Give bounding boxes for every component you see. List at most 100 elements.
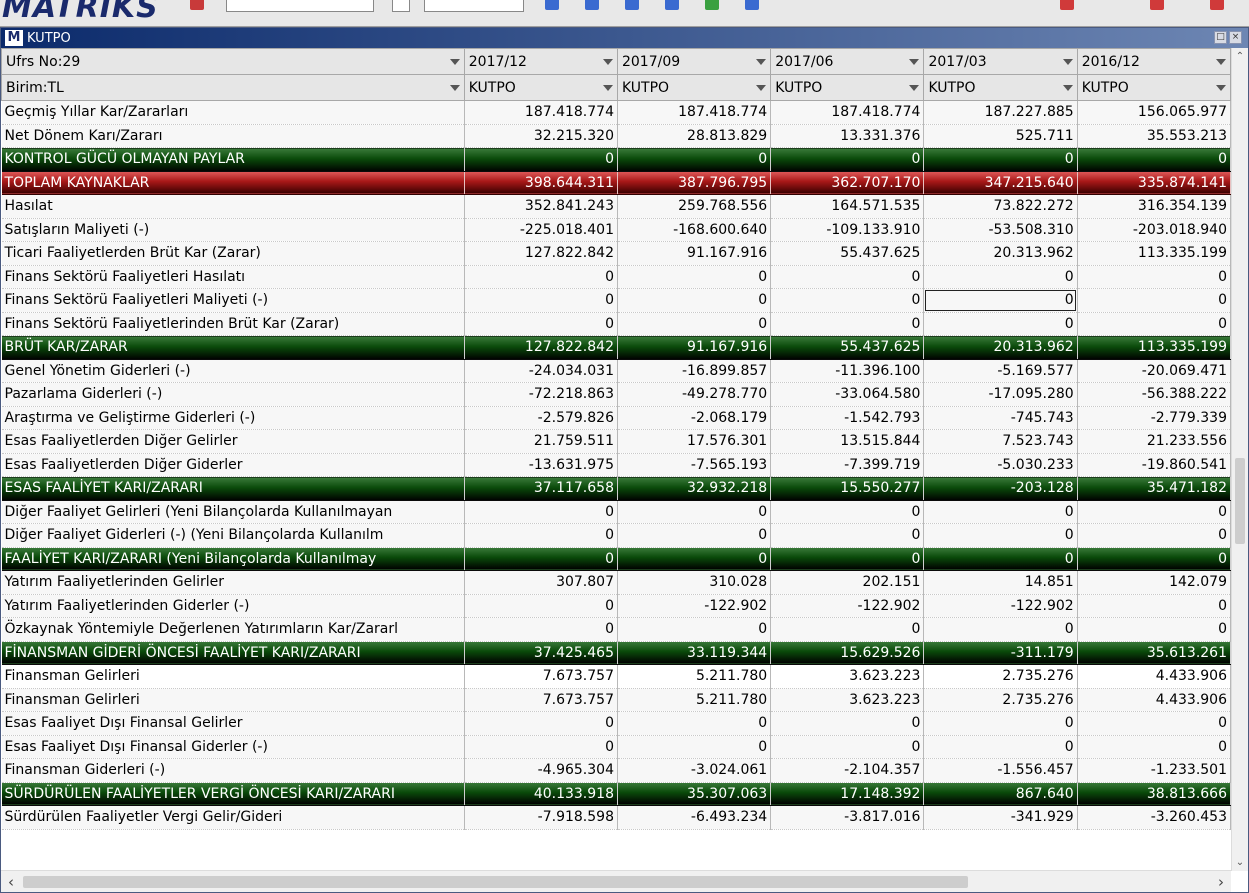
table-row[interactable]: Yatırım Faaliyetlerinden Gelirler 307.807… — [1, 570, 1231, 595]
table-row[interactable]: Esas Faaliyetlerden Diğer Giderler -13.63… — [1, 453, 1231, 477]
value-cell[interactable]: 37.425.465 — [464, 641, 618, 665]
value-cell[interactable]: 0 — [1077, 711, 1231, 736]
vertical-scroll-thumb[interactable] — [1235, 458, 1245, 544]
value-cell[interactable]: 113.335.199 — [1077, 335, 1231, 360]
value-cell[interactable]: 0 — [1077, 312, 1231, 336]
symbol-selector[interactable]: KUTPO — [1076, 74, 1231, 101]
table-row[interactable]: Satışların Maliyeti (-) -225.018.401 -168.… — [1, 218, 1231, 242]
value-cell[interactable]: 0 — [1077, 523, 1231, 548]
value-cell[interactable]: 335.874.141 — [1077, 171, 1231, 195]
value-cell[interactable]: 0 — [1077, 735, 1231, 759]
value-cell[interactable]: 0 — [1077, 594, 1231, 618]
value-cell[interactable]: 0 — [770, 312, 925, 336]
value-cell[interactable]: -49.278.770 — [617, 382, 772, 407]
toolbar-icon[interactable] — [545, 0, 559, 10]
value-cell[interactable]: -5.030.233 — [923, 453, 1078, 477]
value-cell[interactable]: 156.065.977 — [1077, 100, 1231, 125]
period-selector[interactable]: 2017/06 — [770, 48, 925, 75]
value-cell[interactable]: 0 — [1077, 147, 1231, 172]
value-cell[interactable]: 28.813.829 — [617, 124, 772, 148]
value-cell[interactable]: 0 — [464, 617, 618, 642]
ufrs-selector[interactable]: Ufrs No:29 — [1, 48, 465, 75]
chevron-down-icon[interactable] — [602, 58, 613, 65]
value-cell[interactable]: 0 — [464, 147, 618, 172]
value-cell[interactable]: -168.600.640 — [617, 218, 772, 242]
toolbar-icon[interactable] — [190, 0, 204, 10]
chevron-down-icon[interactable] — [602, 84, 613, 91]
value-cell[interactable]: 164.571.535 — [770, 194, 925, 219]
value-cell[interactable]: 0 — [464, 500, 618, 524]
symbol-selector[interactable]: KUTPO — [463, 74, 618, 101]
value-cell[interactable]: 21.233.556 — [1077, 429, 1231, 454]
table-row[interactable]: Net Dönem Karı/Zararı 32.215.320 28.813.82… — [1, 124, 1231, 148]
table-row[interactable]: Finansman Gelirleri 7.673.757 5.211.780 3.6… — [1, 664, 1231, 689]
value-cell[interactable]: 187.227.885 — [923, 100, 1078, 125]
value-cell[interactable]: 33.119.344 — [617, 641, 772, 665]
value-cell[interactable]: -20.069.471 — [1077, 359, 1231, 383]
value-cell[interactable]: 0 — [464, 547, 618, 571]
value-cell[interactable]: 0 — [617, 312, 772, 336]
table-row[interactable]: Diğer Faaliyet Gelirleri (Yeni Bilançola… — [1, 500, 1231, 524]
value-cell[interactable]: 187.418.774 — [464, 100, 618, 125]
table-row[interactable]: TOPLAM KAYNAKLAR 398.644.311 387.796.795 36… — [1, 171, 1231, 195]
chevron-down-icon[interactable] — [909, 58, 920, 65]
period-selector[interactable]: 2017/03 — [923, 48, 1078, 75]
value-cell[interactable]: 4.433.906 — [1077, 688, 1231, 712]
symbol-selector[interactable]: KUTPO — [616, 74, 772, 101]
chevron-down-icon[interactable] — [756, 58, 767, 65]
value-cell[interactable]: 0 — [464, 594, 618, 618]
table-row[interactable]: Diğer Faaliyet Giderleri (-) (Yeni Bilan… — [1, 523, 1231, 548]
chevron-down-icon[interactable] — [1216, 84, 1226, 91]
value-cell[interactable]: 5.211.780 — [617, 688, 772, 712]
arrow-right-icon[interactable]: › — [1218, 873, 1224, 891]
table-row[interactable]: Genel Yönetim Giderleri (-) -24.034.031 -1… — [1, 359, 1231, 383]
chevron-down-icon[interactable] — [449, 58, 460, 65]
value-cell[interactable]: 0 — [770, 711, 925, 736]
value-cell[interactable]: 0 — [923, 500, 1078, 524]
value-cell[interactable]: -311.179 — [923, 641, 1078, 665]
value-cell[interactable]: 127.822.842 — [464, 241, 618, 266]
value-cell[interactable]: 310.028 — [617, 570, 772, 595]
value-cell[interactable]: -17.095.280 — [923, 382, 1078, 407]
value-cell[interactable]: 3.623.223 — [770, 688, 925, 712]
value-cell[interactable]: -7.565.193 — [617, 453, 772, 477]
horizontal-scrollbar[interactable]: ‹ › — [1, 870, 1231, 892]
value-cell[interactable]: 0 — [617, 523, 772, 548]
value-cell[interactable]: -53.508.310 — [923, 218, 1078, 242]
value-cell[interactable]: -2.779.339 — [1077, 406, 1231, 430]
value-cell[interactable]: -2.579.826 — [464, 406, 618, 430]
value-cell[interactable]: 0 — [923, 523, 1078, 548]
value-cell[interactable]: -7.399.719 — [770, 453, 925, 477]
table-row[interactable]: Geçmiş Yıllar Kar/Zararları 187.418.774 18… — [1, 100, 1231, 125]
table-row[interactable]: FAALİYET KARI/ZARARI (Yeni Bilançolarda … — [1, 547, 1231, 571]
value-cell[interactable]: 187.418.774 — [617, 100, 772, 125]
table-row[interactable]: Finans Sektörü Faaliyetleri Hasılatı 0 0 0 0… — [1, 265, 1231, 289]
value-cell[interactable]: -1.556.457 — [923, 758, 1078, 783]
table-row[interactable]: Yatırım Faaliyetlerinden Giderler (-) 0 -1… — [1, 594, 1231, 618]
value-cell[interactable]: 347.215.640 — [923, 171, 1078, 195]
chevron-down-icon[interactable] — [449, 84, 460, 91]
value-cell[interactable]: 0 — [1077, 617, 1231, 642]
symbol-selector[interactable]: KUTPO — [770, 74, 925, 101]
unit-selector[interactable]: Birim:TL — [1, 74, 465, 101]
restore-button[interactable]: □ — [1214, 31, 1227, 44]
value-cell[interactable]: 387.796.795 — [617, 171, 772, 195]
value-cell[interactable]: 2.735.276 — [923, 688, 1078, 712]
value-cell[interactable]: 352.841.243 — [464, 194, 618, 219]
value-cell[interactable]: 0 — [617, 265, 772, 289]
value-cell[interactable]: -6.493.234 — [617, 805, 772, 830]
value-cell[interactable]: 13.331.376 — [770, 124, 925, 148]
value-cell[interactable]: 0 — [464, 523, 618, 548]
toolbar-button[interactable] — [392, 0, 410, 12]
table-row[interactable]: Pazarlama Giderleri (-) -72.218.863 -49.27… — [1, 382, 1231, 407]
period-selector[interactable]: 2016/12 — [1076, 48, 1231, 75]
value-cell[interactable]: 35.613.261 — [1077, 641, 1231, 665]
value-cell[interactable]: 0 — [923, 711, 1078, 736]
table-row[interactable]: ESAS FAALİYET KARI/ZARARI 37.117.658 32.93… — [1, 476, 1231, 501]
value-cell[interactable]: 142.079 — [1077, 570, 1231, 595]
value-cell[interactable]: 32.215.320 — [464, 124, 618, 148]
toolbar-icon[interactable] — [1210, 0, 1224, 10]
value-cell[interactable]: 91.167.916 — [617, 241, 772, 266]
table-row[interactable]: KONTROL GÜCÜ OLMAYAN PAYLAR 0 0 0 0 0 — [1, 147, 1231, 172]
value-cell[interactable]: 40.133.918 — [464, 782, 618, 806]
